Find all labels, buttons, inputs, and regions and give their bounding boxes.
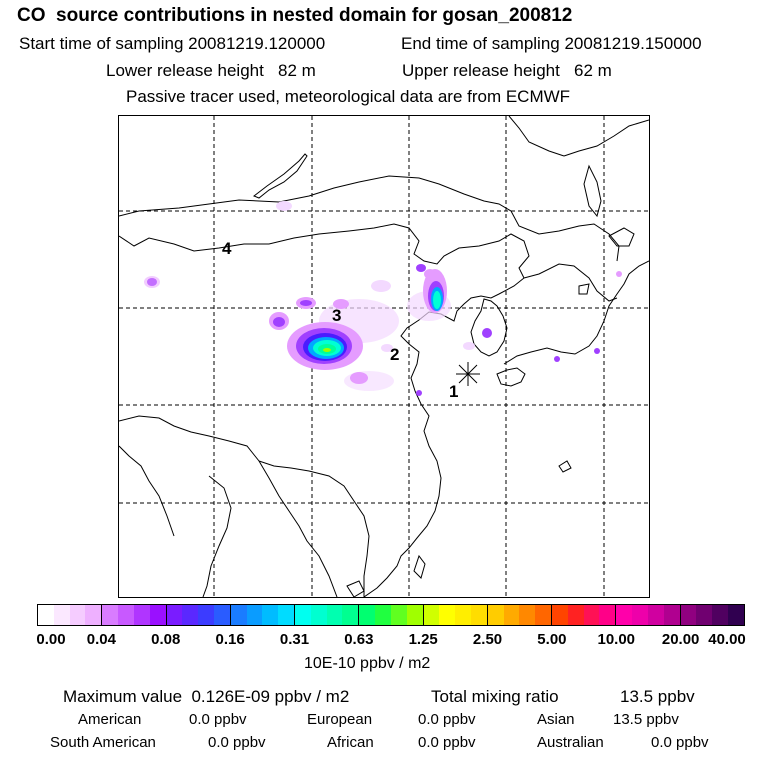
- colorbar-cell: [295, 605, 311, 625]
- colorbar-cell: [375, 605, 391, 625]
- plot-title: CO source contributions in nested domain…: [17, 5, 573, 26]
- colorbar-cell: [455, 605, 471, 625]
- colorbar-cell: [390, 605, 407, 625]
- colorbar-tick-label: 0.31: [279, 631, 310, 648]
- colorbar-tick-label: 0.08: [151, 631, 181, 648]
- upper-release-height-label: Upper release height 62 m: [402, 61, 612, 80]
- colorbar-cell: [696, 605, 713, 625]
- australian-value: 0.0 ppbv: [651, 734, 709, 751]
- colorbar-tick-label: 1.25: [408, 631, 438, 648]
- colorbar-cell: [503, 605, 520, 625]
- colorbar-cell: [535, 605, 552, 625]
- colorbar-tick-label: 10.00: [597, 631, 636, 648]
- region-label-3: 3: [332, 306, 342, 325]
- colorbar-cell: [663, 605, 681, 625]
- south-american-value: 0.0 ppbv: [208, 734, 266, 751]
- map-panel: 4 3 2 1: [118, 115, 650, 598]
- south-american-label: South American: [50, 734, 156, 751]
- colorbar-tick-label: 5.00: [537, 631, 567, 648]
- coastlines-and-borders: [119, 116, 649, 597]
- colorbar-cell: [439, 605, 456, 625]
- colorbar-cell: [166, 605, 183, 625]
- colorbar-cell: [647, 605, 664, 625]
- colorbar-cell: [246, 605, 263, 625]
- receptor-star-marker: [456, 362, 480, 386]
- colorbar-cell: [342, 605, 360, 625]
- colorbar-cell: [423, 605, 440, 625]
- european-label: European: [307, 711, 373, 728]
- colorbar-cell: [359, 605, 376, 625]
- tracer-note: Passive tracer used, meteorological data…: [126, 87, 571, 106]
- colorbar-cell: [680, 605, 697, 625]
- american-label: American: [78, 711, 142, 728]
- lower-release-height-label: Lower release height 82 m: [106, 61, 316, 80]
- colorbar-cell: [278, 605, 295, 625]
- colorbar-cell: [310, 605, 327, 625]
- colorbar-tick-label: 40.00: [708, 631, 746, 648]
- total-mixing-ratio-label: Total mixing ratio: [431, 687, 559, 706]
- total-mixing-ratio-value: 13.5 ppbv: [620, 687, 695, 706]
- region-label-4: 4: [222, 239, 232, 258]
- european-value: 0.0 ppbv: [418, 711, 476, 728]
- region-label-2: 2: [390, 345, 400, 364]
- colorbar-tick-label: 2.50: [472, 631, 503, 648]
- colorbar-cell: [213, 605, 231, 625]
- map-canvas: [119, 116, 649, 597]
- colorbar-cell: [149, 605, 167, 625]
- colorbar-cell: [632, 605, 648, 625]
- asian-label: Asian: [537, 711, 575, 728]
- colorbar-units: 10E-10 ppbv / m2: [304, 655, 431, 672]
- australian-label: Australian: [537, 734, 604, 751]
- colorbar: [37, 604, 745, 626]
- colorbar-cell: [712, 605, 728, 625]
- colorbar-cell: [85, 605, 103, 625]
- colorbar-tick-label: 0.04: [86, 631, 116, 648]
- colorbar-cell: [182, 605, 199, 625]
- colorbar-cell: [198, 605, 214, 625]
- colorbar-cell: [519, 605, 536, 625]
- maximum-value: Maximum value 0.126E-09 ppbv / m2: [63, 687, 350, 706]
- american-value: 0.0 ppbv: [189, 711, 247, 728]
- asian-value: 13.5 ppbv: [613, 711, 679, 728]
- colorbar-cell: [470, 605, 488, 625]
- colorbar-cell: [406, 605, 424, 625]
- colorbar-cell: [102, 605, 119, 625]
- african-label: African: [327, 734, 374, 751]
- start-time-label: Start time of sampling 20081219.120000: [19, 34, 326, 53]
- colorbar-cell: [53, 605, 70, 625]
- colorbar-cell: [567, 605, 584, 625]
- region-label-1: 1: [449, 382, 459, 401]
- colorbar-cell: [133, 605, 150, 625]
- colorbar-tick-label: 0.00: [36, 631, 66, 648]
- african-value: 0.0 ppbv: [418, 734, 476, 751]
- colorbar-cell: [262, 605, 279, 625]
- colorbar-cell: [38, 605, 54, 625]
- end-time-label: End time of sampling 20081219.150000: [401, 34, 702, 53]
- colorbar-tick-label: 0.16: [215, 631, 245, 648]
- colorbar-cell: [118, 605, 134, 625]
- colorbar-cell: [487, 605, 504, 625]
- colorbar-cell: [727, 605, 744, 625]
- colorbar-tick-label: 20.00: [661, 631, 700, 648]
- colorbar-cell: [616, 605, 633, 625]
- colorbar-cell: [599, 605, 617, 625]
- colorbar-cell: [552, 605, 568, 625]
- co-plume: [144, 201, 622, 396]
- colorbar-cell: [583, 605, 600, 625]
- colorbar-cell: [230, 605, 247, 625]
- colorbar-cell: [69, 605, 86, 625]
- lat-lon-grid: [119, 116, 649, 597]
- colorbar-cell: [326, 605, 343, 625]
- colorbar-tick-label: 0.63: [344, 631, 374, 648]
